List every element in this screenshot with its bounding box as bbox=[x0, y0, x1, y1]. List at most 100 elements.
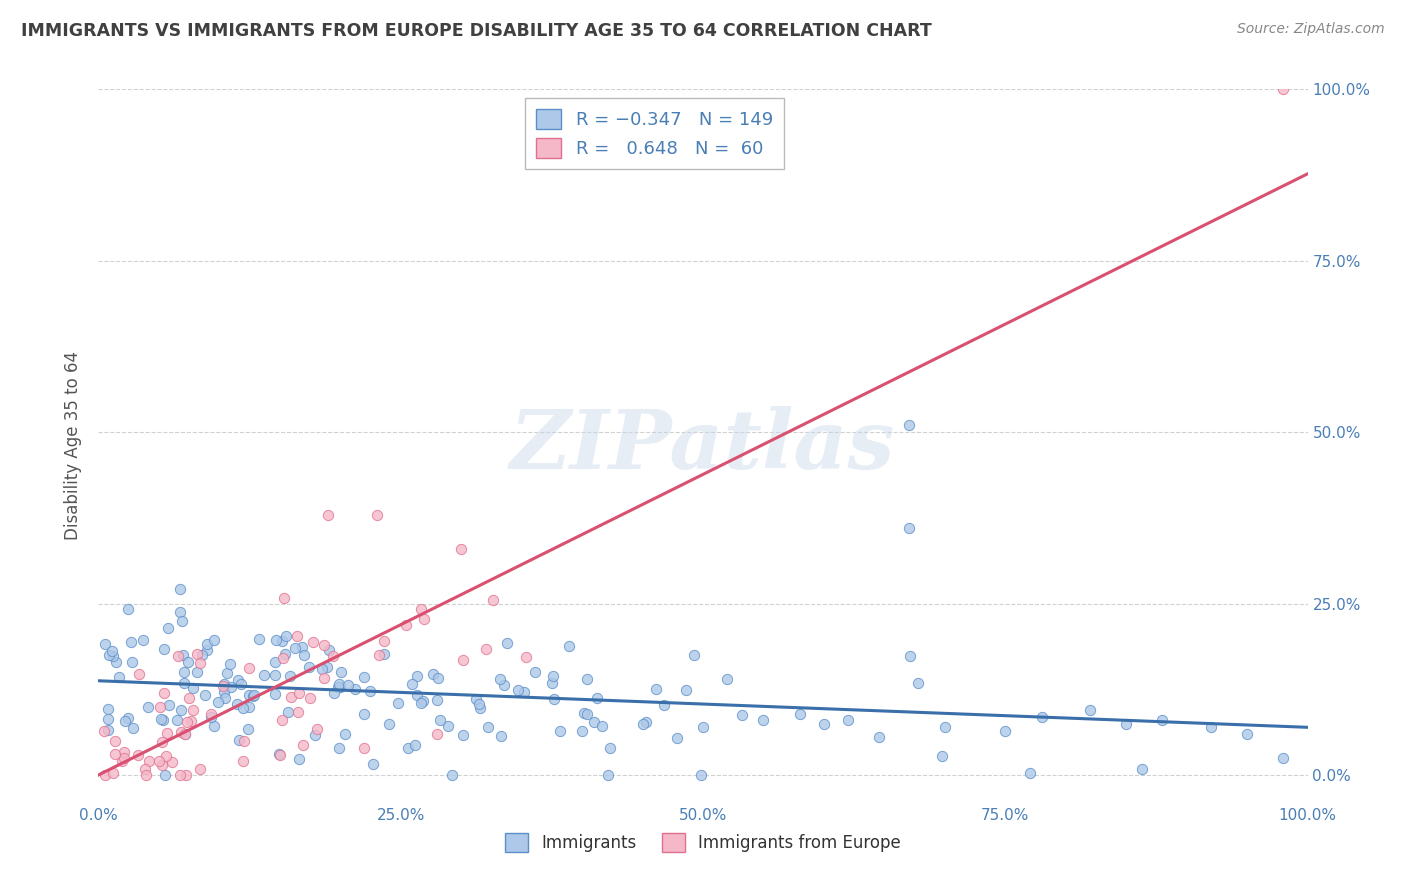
Point bbox=[361, 756, 384, 771]
Point bbox=[599, 740, 621, 755]
Point bbox=[813, 717, 835, 731]
Point bbox=[440, 767, 463, 781]
Point bbox=[160, 755, 183, 769]
Point bbox=[181, 681, 204, 695]
Point bbox=[157, 621, 180, 635]
Point bbox=[148, 754, 170, 768]
Point bbox=[1130, 763, 1153, 777]
Point bbox=[931, 748, 953, 763]
Y-axis label: Disability Age 35 to 64: Disability Age 35 to 64 bbox=[65, 351, 83, 541]
Point bbox=[322, 648, 344, 663]
Point bbox=[494, 678, 516, 692]
Point bbox=[153, 767, 176, 781]
Point bbox=[280, 690, 302, 704]
Point bbox=[429, 713, 451, 727]
Point bbox=[177, 690, 200, 705]
Point bbox=[634, 715, 657, 730]
Point bbox=[169, 605, 191, 619]
Point bbox=[267, 747, 290, 762]
Point bbox=[211, 679, 233, 693]
Point bbox=[543, 692, 565, 706]
Point bbox=[548, 724, 571, 739]
Point bbox=[406, 669, 429, 683]
Point bbox=[278, 669, 301, 683]
Point bbox=[121, 655, 143, 669]
Point bbox=[395, 618, 418, 632]
Point bbox=[524, 665, 547, 679]
Point bbox=[238, 688, 260, 702]
Point bbox=[591, 719, 613, 733]
Point bbox=[1272, 82, 1295, 96]
Point bbox=[453, 653, 475, 667]
Point bbox=[1019, 765, 1042, 780]
Point bbox=[108, 670, 131, 684]
Point bbox=[336, 678, 359, 692]
Point bbox=[186, 665, 208, 679]
Point bbox=[188, 656, 211, 670]
Point bbox=[475, 641, 498, 656]
Point bbox=[150, 757, 173, 772]
Point bbox=[304, 728, 326, 742]
Point bbox=[789, 706, 811, 721]
Point bbox=[582, 715, 605, 730]
Point bbox=[366, 508, 388, 522]
Point bbox=[138, 754, 160, 768]
Point bbox=[271, 634, 294, 648]
Point bbox=[166, 714, 188, 728]
Point bbox=[412, 612, 434, 626]
Point bbox=[117, 601, 139, 615]
Point bbox=[114, 714, 136, 728]
Point bbox=[404, 738, 426, 752]
Point bbox=[170, 725, 193, 739]
Point bbox=[169, 582, 191, 597]
Point bbox=[104, 655, 127, 669]
Point bbox=[412, 693, 434, 707]
Point bbox=[264, 655, 287, 669]
Point bbox=[212, 677, 235, 691]
Point bbox=[273, 647, 295, 661]
Point bbox=[596, 767, 619, 781]
Point bbox=[204, 633, 226, 648]
Point bbox=[298, 690, 321, 705]
Point bbox=[411, 601, 433, 615]
Legend: Immigrants, Immigrants from Europe: Immigrants, Immigrants from Europe bbox=[498, 827, 908, 859]
Point bbox=[111, 755, 134, 769]
Point bbox=[572, 706, 595, 720]
Point bbox=[97, 701, 120, 715]
Point bbox=[323, 686, 346, 700]
Point bbox=[689, 767, 711, 781]
Point bbox=[253, 667, 276, 681]
Point bbox=[150, 712, 173, 726]
Point bbox=[470, 701, 492, 715]
Point bbox=[330, 665, 353, 679]
Point bbox=[683, 648, 706, 663]
Point bbox=[156, 725, 179, 739]
Point bbox=[195, 637, 218, 651]
Point bbox=[232, 734, 254, 748]
Point bbox=[186, 647, 208, 661]
Point bbox=[155, 748, 177, 763]
Point bbox=[344, 682, 367, 697]
Point bbox=[135, 767, 157, 781]
Point bbox=[242, 689, 264, 703]
Point bbox=[117, 711, 139, 725]
Text: Source: ZipAtlas.com: Source: ZipAtlas.com bbox=[1237, 22, 1385, 37]
Text: ZIPatlas: ZIPatlas bbox=[510, 406, 896, 486]
Point bbox=[1199, 720, 1222, 734]
Point bbox=[406, 688, 429, 702]
Point bbox=[264, 687, 287, 701]
Point bbox=[453, 728, 475, 742]
Point bbox=[238, 661, 260, 675]
Point bbox=[1031, 710, 1053, 724]
Point bbox=[427, 671, 450, 685]
Point bbox=[176, 715, 198, 730]
Point bbox=[315, 660, 337, 674]
Point bbox=[353, 707, 375, 722]
Point bbox=[172, 614, 194, 628]
Point bbox=[150, 735, 173, 749]
Point bbox=[575, 706, 598, 721]
Point bbox=[307, 723, 329, 737]
Point bbox=[136, 699, 159, 714]
Point bbox=[238, 722, 260, 736]
Point bbox=[232, 701, 254, 715]
